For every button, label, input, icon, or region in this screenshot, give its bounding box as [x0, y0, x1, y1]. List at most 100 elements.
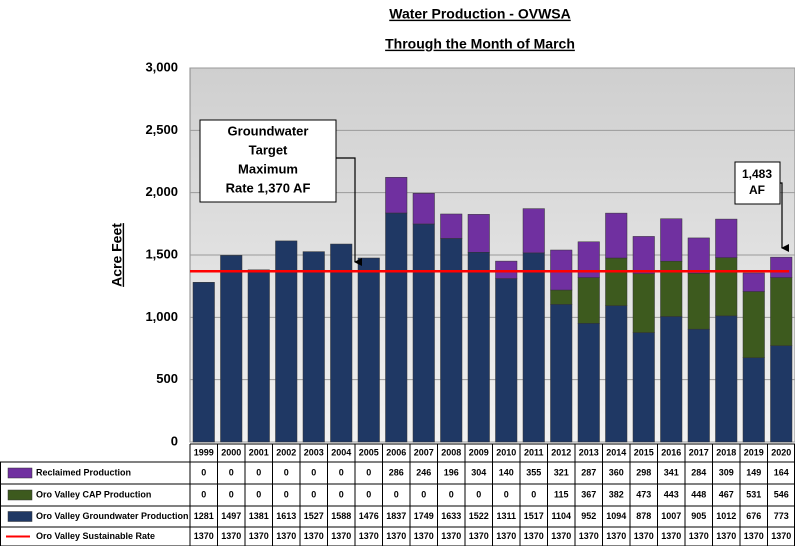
table-cell: 298 — [636, 467, 651, 477]
x-tick-label: 2020 — [771, 447, 791, 457]
bar-segment — [715, 315, 738, 443]
legend-key — [7, 467, 33, 479]
x-tick-label: 2010 — [496, 447, 516, 457]
table-cell: 1370 — [496, 531, 516, 541]
bar-segment — [742, 357, 765, 443]
table-cell: 1370 — [276, 531, 296, 541]
bar-segment — [687, 273, 710, 330]
table-cell: 0 — [449, 489, 454, 499]
x-tick-label: 2011 — [524, 447, 544, 457]
table-cell: 1007 — [661, 511, 681, 521]
bar-segment — [220, 255, 243, 443]
x-tick-label: 2014 — [606, 447, 626, 457]
table-cell: 1370 — [221, 531, 241, 541]
table-cell: 0 — [339, 489, 344, 499]
table-cell: 0 — [201, 489, 206, 499]
bar-segment — [440, 238, 463, 443]
table-cell: 341 — [664, 467, 679, 477]
y-tick-label: 2,500 — [145, 122, 178, 137]
table-cell: 1370 — [771, 531, 791, 541]
x-tick-label: 2009 — [469, 447, 489, 457]
x-tick-label: 2006 — [386, 447, 406, 457]
table-cell: 467 — [719, 489, 734, 499]
table-cell: 905 — [691, 511, 706, 521]
legend-key — [7, 489, 33, 501]
bar-segment — [192, 282, 215, 443]
table-cell: 1497 — [221, 511, 241, 521]
y-tick-label: 2,000 — [145, 184, 178, 199]
table-cell: 878 — [636, 511, 651, 521]
table-cell: 1613 — [276, 511, 296, 521]
x-tick-label: 2002 — [276, 447, 296, 457]
table-cell: 1370 — [524, 531, 544, 541]
table-cell: 1837 — [386, 511, 406, 521]
table-cell: 360 — [609, 467, 624, 477]
annotation-box — [734, 161, 781, 205]
x-tick-label: 2008 — [441, 447, 461, 457]
x-tick-label: 2012 — [551, 447, 571, 457]
x-tick-label: 2013 — [579, 447, 599, 457]
table-cell: 1588 — [331, 511, 351, 521]
annotation-text: AF — [749, 183, 765, 197]
table-cell: 382 — [609, 489, 624, 499]
chart-subtitle: Through the Month of March — [385, 36, 575, 52]
bar-segment — [742, 291, 765, 358]
table-cell: 1281 — [194, 511, 214, 521]
table-cell: 367 — [581, 489, 596, 499]
table-cell: 0 — [394, 489, 399, 499]
table-cell: 1370 — [744, 531, 764, 541]
table-cell: 149 — [746, 467, 761, 477]
legend-label: Oro Valley Groundwater Production — [36, 511, 189, 521]
table-cell: 1370 — [441, 531, 461, 541]
bar-segment — [605, 305, 628, 443]
table-cell: 676 — [746, 511, 761, 521]
bar-segment — [522, 208, 545, 254]
bar-segment — [412, 193, 435, 225]
table-cell: 1370 — [386, 531, 406, 541]
table-cell: 1370 — [689, 531, 709, 541]
bar-segment — [440, 213, 463, 239]
bar-segment — [302, 251, 325, 443]
table-cell: 1370 — [661, 531, 681, 541]
table-cell: 0 — [476, 489, 481, 499]
bar-segment — [605, 212, 628, 259]
annotation-text: Rate 1,370 AF — [226, 180, 311, 195]
annotation-box — [199, 119, 337, 203]
table-cell: 246 — [416, 467, 431, 477]
table-cell: 1749 — [414, 511, 434, 521]
bar-segment — [385, 177, 408, 214]
bar-segment — [715, 257, 738, 317]
y-tick-label: 0 — [171, 433, 178, 448]
table-cell: 0 — [229, 467, 234, 477]
table-cell: 1370 — [331, 531, 351, 541]
table-cell: 0 — [256, 467, 261, 477]
table-cell: 1381 — [249, 511, 269, 521]
table-cell: 0 — [339, 467, 344, 477]
bar-segment — [660, 260, 683, 317]
y-axis-label: Acre Feet — [109, 223, 125, 287]
x-tick-label: 2004 — [331, 447, 351, 457]
y-tick-label: 1,000 — [145, 309, 178, 324]
bar-segment — [495, 278, 518, 443]
bar-segment — [577, 277, 600, 324]
annotation-text: Target — [249, 142, 288, 157]
bar-segment — [715, 218, 738, 258]
table-cell: 1527 — [304, 511, 324, 521]
table-cell: 1633 — [441, 511, 461, 521]
table-cell: 0 — [504, 489, 509, 499]
table-cell: 0 — [201, 467, 206, 477]
x-tick-label: 2017 — [689, 447, 709, 457]
x-tick-label: 2001 — [249, 447, 269, 457]
table-cell: 0 — [531, 489, 536, 499]
table-cell: 952 — [581, 511, 596, 521]
y-tick-label: 500 — [156, 371, 178, 386]
table-cell: 284 — [691, 467, 706, 477]
table-cell: 1370 — [304, 531, 324, 541]
y-tick-label: 3,000 — [145, 59, 178, 74]
table-cell: 286 — [389, 467, 404, 477]
table-cell: 164 — [774, 467, 789, 477]
table-cell: 1094 — [606, 511, 626, 521]
bar-segment — [632, 332, 655, 443]
table-cell: 1370 — [551, 531, 571, 541]
